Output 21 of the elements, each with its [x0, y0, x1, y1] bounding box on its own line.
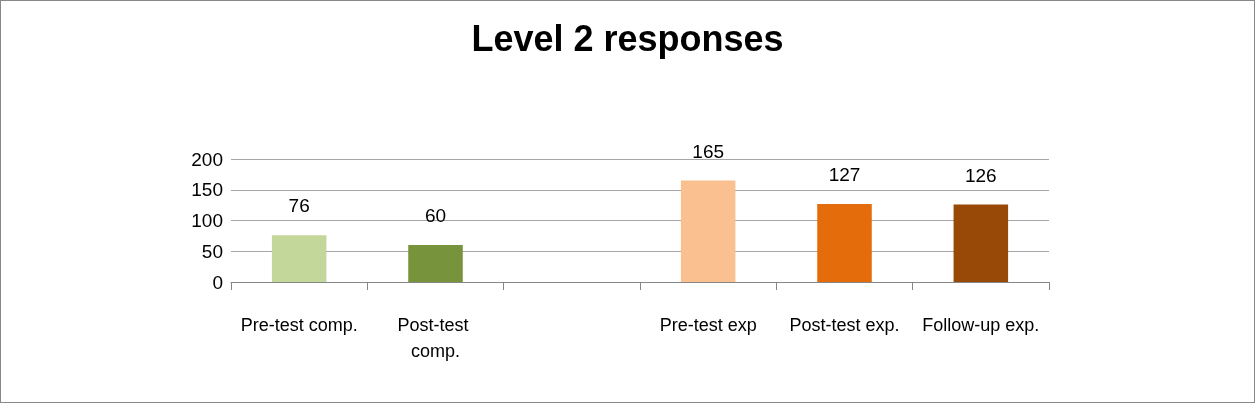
y-tick-label: 100	[191, 210, 223, 231]
data-label: 76	[288, 195, 310, 217]
x-tick-label: Post-test exp.	[789, 315, 900, 335]
y-tick-label: 150	[191, 179, 223, 201]
bar	[817, 203, 872, 282]
chart-title: Level 2 responses	[471, 17, 784, 59]
y-tick-label: 50	[201, 240, 223, 262]
data-label: 126	[964, 164, 997, 186]
bar	[953, 204, 1009, 282]
data-label: 60	[424, 205, 447, 227]
x-tick-label: Pre-test comp.	[240, 315, 358, 335]
x-tick-label: Post-test comp.	[397, 315, 474, 361]
x-tick-label: Follow-up exp.	[922, 315, 1040, 335]
data-label: 127	[828, 163, 861, 185]
bar	[271, 235, 327, 282]
bar	[408, 245, 463, 282]
bar	[680, 180, 736, 282]
y-tick-label: 0	[212, 271, 223, 293]
x-tick-label: Pre-test exp	[659, 315, 757, 335]
data-label: 165	[692, 140, 725, 162]
y-tick-label: 200	[191, 148, 223, 170]
